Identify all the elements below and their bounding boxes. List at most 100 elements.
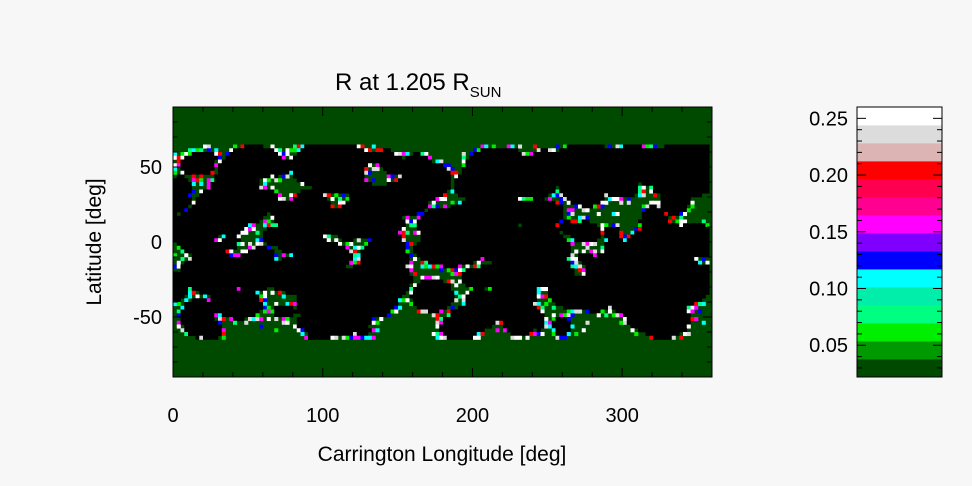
heatmap-cell	[296, 208, 301, 213]
heatmap-cell	[615, 260, 620, 265]
heatmap-cell	[705, 144, 710, 149]
heatmap-cell	[649, 264, 654, 269]
heatmap-cell	[671, 272, 676, 277]
heatmap-cell	[611, 159, 616, 164]
heatmap-cell	[698, 242, 703, 247]
heatmap-cell	[694, 185, 699, 190]
heatmap-cell	[304, 275, 309, 280]
heatmap-cell	[203, 223, 208, 228]
heatmap-cell	[311, 264, 316, 269]
heatmap-cell	[503, 185, 508, 190]
heatmap-cell	[428, 238, 433, 243]
heatmap-cell	[184, 155, 189, 160]
heatmap-cell	[263, 204, 268, 209]
heatmap-cell	[356, 163, 361, 168]
heatmap-cell	[555, 264, 560, 269]
heatmap-cell	[668, 234, 673, 239]
heatmap-cell	[289, 283, 294, 288]
heatmap-cell	[608, 227, 613, 232]
heatmap-cell	[206, 197, 211, 202]
heatmap-cell	[443, 193, 448, 198]
heatmap-cell	[619, 230, 624, 235]
heatmap-cell	[251, 249, 256, 254]
heatmap-cell	[600, 200, 605, 205]
heatmap-cell	[683, 238, 688, 243]
heatmap-cell	[345, 249, 350, 254]
heatmap-cell	[608, 167, 613, 172]
heatmap-cell	[518, 283, 523, 288]
heatmap-cell	[195, 219, 200, 224]
heatmap-cell	[405, 155, 410, 160]
heatmap-cell	[308, 283, 313, 288]
heatmap-cell	[180, 174, 185, 179]
heatmap-cell	[544, 223, 549, 228]
heatmap-cell	[581, 182, 586, 187]
heatmap-cell	[413, 182, 418, 187]
heatmap-cell	[221, 275, 226, 280]
heatmap-cell	[641, 167, 646, 172]
heatmap-cell	[626, 283, 631, 288]
heatmap-cell	[300, 283, 305, 288]
heatmap-cell	[428, 215, 433, 220]
heatmap-cell	[544, 189, 549, 194]
heatmap-cell	[375, 155, 380, 160]
heatmap-cell	[379, 275, 384, 280]
heatmap-cell	[585, 238, 590, 243]
heatmap-cell	[514, 234, 519, 239]
heatmap-cell	[521, 212, 526, 217]
heatmap-cell	[533, 197, 538, 202]
heatmap-cell	[341, 215, 346, 220]
heatmap-cell	[206, 155, 211, 160]
heatmap-cell	[491, 193, 496, 198]
heatmap-cell	[458, 257, 463, 262]
heatmap-cell	[589, 249, 594, 254]
heatmap-cell	[431, 170, 436, 175]
heatmap-cell	[206, 257, 211, 262]
heatmap-cell	[611, 185, 616, 190]
heatmap-cell	[600, 230, 605, 235]
heatmap-cell	[259, 242, 264, 247]
heatmap-cell	[390, 245, 395, 250]
heatmap-cell	[634, 174, 639, 179]
heatmap-cell	[240, 249, 245, 254]
heatmap-cell	[675, 257, 680, 262]
heatmap-cell	[525, 242, 530, 247]
heatmap-cell	[555, 204, 560, 209]
heatmap-cell	[371, 193, 376, 198]
heatmap-cell	[660, 148, 665, 153]
heatmap-cell	[559, 242, 564, 247]
heatmap-cell	[611, 242, 616, 247]
heatmap-cell	[578, 174, 583, 179]
heatmap-cell	[473, 275, 478, 280]
heatmap-cell	[503, 174, 508, 179]
heatmap-cell	[488, 170, 493, 175]
chart-title-subscript: SUN	[470, 84, 502, 101]
heatmap-cell	[270, 253, 275, 258]
heatmap-cell	[375, 272, 380, 277]
heatmap-cell	[660, 204, 665, 209]
heatmap-cell	[548, 253, 553, 258]
heatmap-cell	[386, 204, 391, 209]
heatmap-cell	[604, 148, 609, 153]
heatmap-cell	[274, 159, 279, 164]
heatmap-cell	[214, 223, 219, 228]
heatmap-cell	[266, 152, 271, 157]
heatmap-cell	[248, 170, 253, 175]
heatmap-cell	[600, 182, 605, 187]
heatmap-cell	[390, 279, 395, 284]
heatmap-cell	[323, 159, 328, 164]
heatmap-cell	[270, 264, 275, 269]
heatmap-cell	[653, 174, 658, 179]
heatmap-cell	[600, 197, 605, 202]
heatmap-cell	[206, 275, 211, 280]
heatmap-cell	[308, 144, 313, 149]
heatmap-cell	[221, 287, 226, 292]
heatmap-cell	[623, 163, 628, 168]
heatmap-cell	[529, 152, 534, 157]
heatmap-cell	[671, 163, 676, 168]
heatmap-cell	[304, 242, 309, 247]
heatmap-cell	[506, 245, 511, 250]
heatmap-cell	[641, 212, 646, 217]
heatmap-cell	[428, 245, 433, 250]
heatmap-cell	[623, 279, 628, 284]
